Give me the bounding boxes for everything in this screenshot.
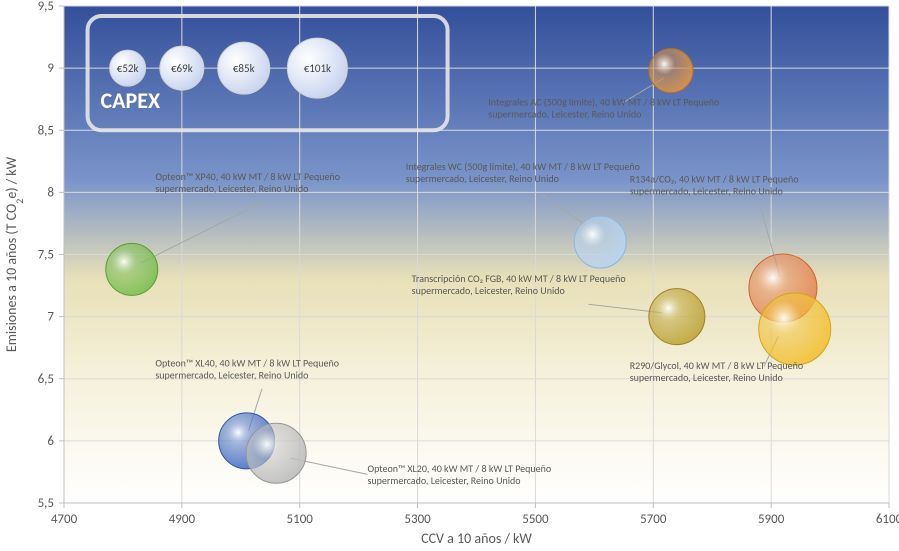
x-tick-label: 5500 <box>522 512 549 527</box>
legend-bubble-label: €69k <box>171 62 193 75</box>
y-tick-label: 7,5 <box>38 248 54 263</box>
legend-bubble-label: €101k <box>304 62 331 75</box>
x-tick-label: 6100 <box>876 512 899 527</box>
x-tick-label: 4700 <box>51 512 78 527</box>
y-tick-label: 7 <box>47 310 54 325</box>
y-tick-label: 6 <box>47 434 54 449</box>
x-tick-label: 4900 <box>169 512 196 527</box>
bubble-label-r290: R290/Glycol, 40 kW MT / 8 kW LT Pequeños… <box>630 359 803 384</box>
x-tick-label: 5700 <box>640 512 667 527</box>
bubble-intac <box>649 49 693 93</box>
y-tick-label: 8,5 <box>38 123 54 138</box>
x-tick-label: 5100 <box>287 512 314 527</box>
bubble-label-r134a: R134a/CO₂, 40 kW MT / 8 kW LT Pequeñosup… <box>630 172 799 197</box>
bubble-co2fgb <box>649 289 705 345</box>
bubble-xp40 <box>106 243 158 295</box>
x-tick-label: 5300 <box>404 512 431 527</box>
y-axis-label: Emisiones a 10 años (T CO2e) / kW <box>3 156 26 352</box>
bubble-chart: 4700 4900 5100 5300 5500 5700 5900 6100 5,5 6 6,5 7… <box>0 0 899 551</box>
y-tick-label: 9,5 <box>38 0 54 14</box>
y-tick-label: 9 <box>47 61 54 76</box>
x-axis-label: CCV a 10 años / kW <box>421 530 532 547</box>
y-tick-label: 6,5 <box>38 372 54 387</box>
legend-bubble-label: €52k <box>117 62 139 75</box>
y-tick-label: 8 <box>47 185 54 200</box>
legend-title: CAPEX <box>101 87 161 114</box>
bubble-xl20 <box>246 423 306 483</box>
legend-bubble-label: €85k <box>233 62 255 75</box>
bubble-intwc <box>574 216 626 268</box>
bubble-r290 <box>759 293 831 365</box>
y-tick-label: 5,5 <box>38 496 54 511</box>
x-tick-label: 5900 <box>758 512 785 527</box>
